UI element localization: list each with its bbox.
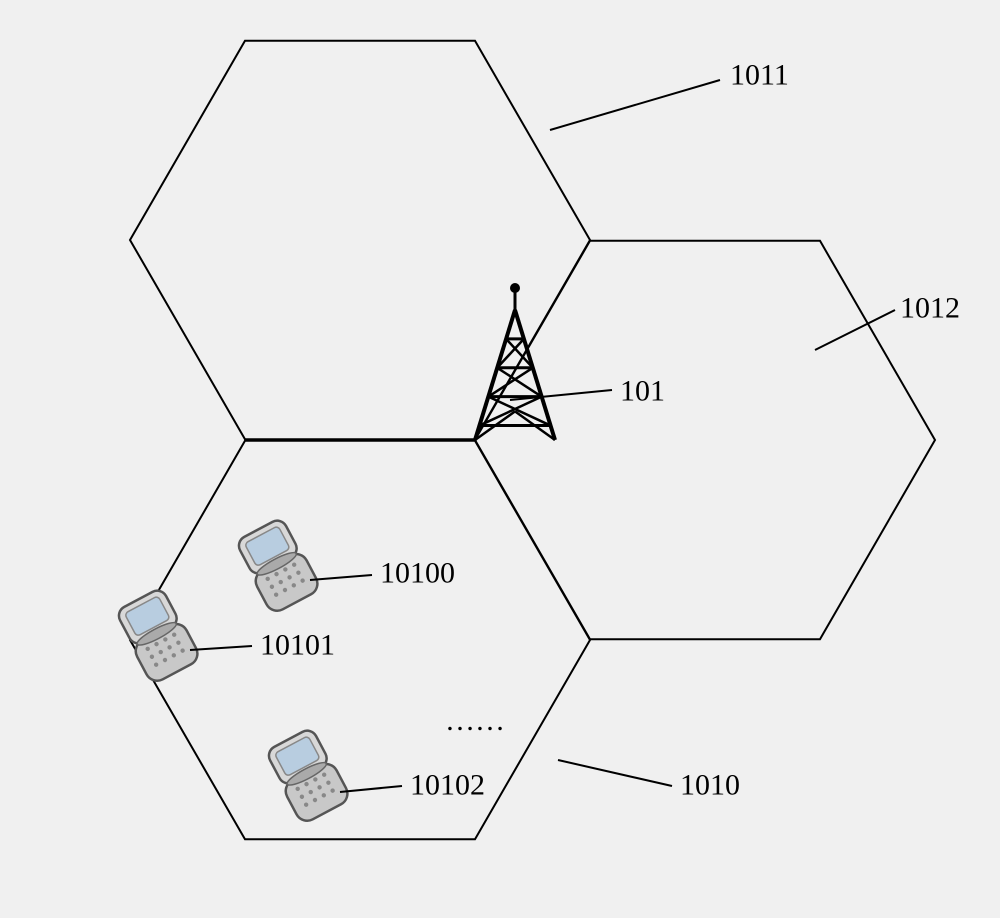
- leader-line-10101: [190, 646, 252, 650]
- phone-icon: [114, 586, 202, 685]
- leader-line-10102: [340, 786, 402, 792]
- ellipsis: ……: [445, 704, 505, 737]
- phone-icon: [264, 726, 352, 825]
- diagram-canvas: …… 1011 1012 101 10100 10101 10102 1010: [0, 0, 1000, 918]
- label-1012: 1012: [900, 292, 960, 325]
- label-10101: 10101: [260, 629, 335, 662]
- label-1011: 1011: [730, 59, 789, 92]
- hexagon-hex_1011: [130, 41, 590, 439]
- leader-line-1011: [550, 80, 720, 130]
- label-10100: 10100: [380, 557, 455, 590]
- hexagon-hex_1010: [130, 441, 590, 839]
- leader-line-1010: [558, 760, 672, 786]
- leader-line-101: [510, 390, 612, 400]
- hexagon-hex_1012: [475, 241, 935, 639]
- leader-line-1012: [815, 310, 895, 350]
- label-10102: 10102: [410, 769, 485, 802]
- label-101: 101: [620, 375, 665, 408]
- label-1010: 1010: [680, 769, 740, 802]
- leader-line-10100: [310, 575, 372, 580]
- phone-icon: [234, 516, 322, 615]
